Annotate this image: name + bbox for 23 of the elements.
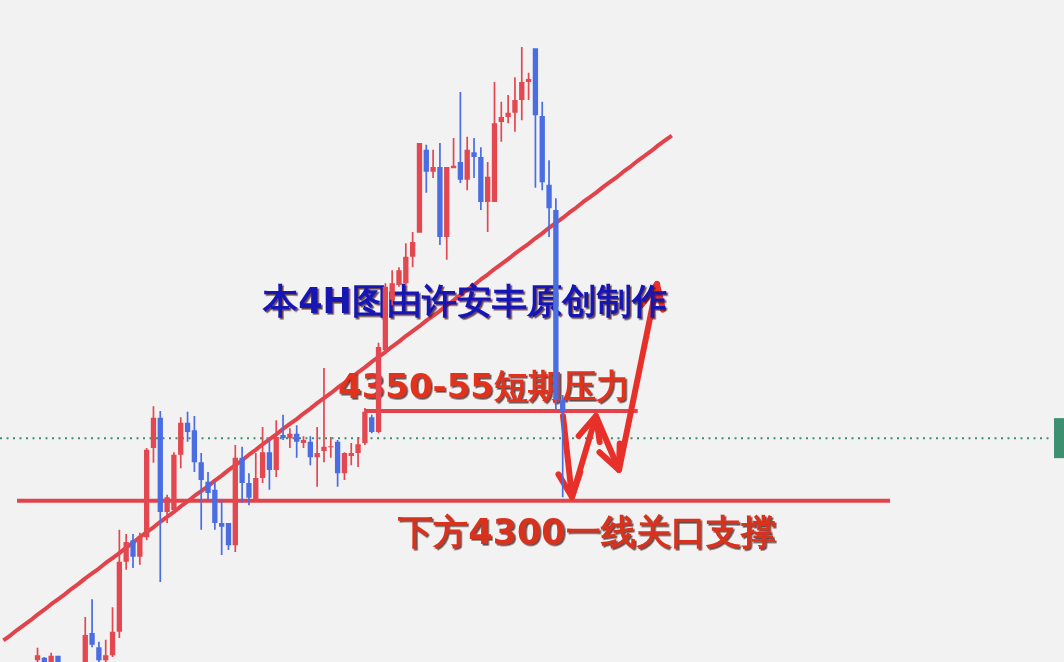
candlestick bbox=[348, 443, 354, 466]
candlestick bbox=[505, 94, 511, 124]
candlestick bbox=[314, 427, 320, 487]
candlestick bbox=[89, 599, 95, 648]
candlestick bbox=[355, 436, 361, 468]
candlestick bbox=[294, 425, 300, 458]
candlestick bbox=[287, 428, 293, 448]
candlestick bbox=[546, 160, 552, 238]
candlestick bbox=[198, 452, 204, 530]
candlestick bbox=[498, 101, 504, 142]
candlestick bbox=[239, 446, 245, 503]
candlestick bbox=[246, 473, 252, 506]
candlestick bbox=[219, 500, 225, 555]
candlestick bbox=[430, 149, 436, 178]
candlestick bbox=[328, 436, 334, 458]
candlestick bbox=[321, 368, 327, 463]
candlestick bbox=[130, 534, 136, 568]
candlestick bbox=[280, 414, 286, 440]
candlestick bbox=[512, 77, 518, 132]
candlestick bbox=[103, 639, 109, 662]
candlestick bbox=[519, 47, 525, 121]
annotation: 下方4300一线关口支撑 bbox=[397, 511, 776, 552]
candlestick bbox=[471, 138, 477, 178]
